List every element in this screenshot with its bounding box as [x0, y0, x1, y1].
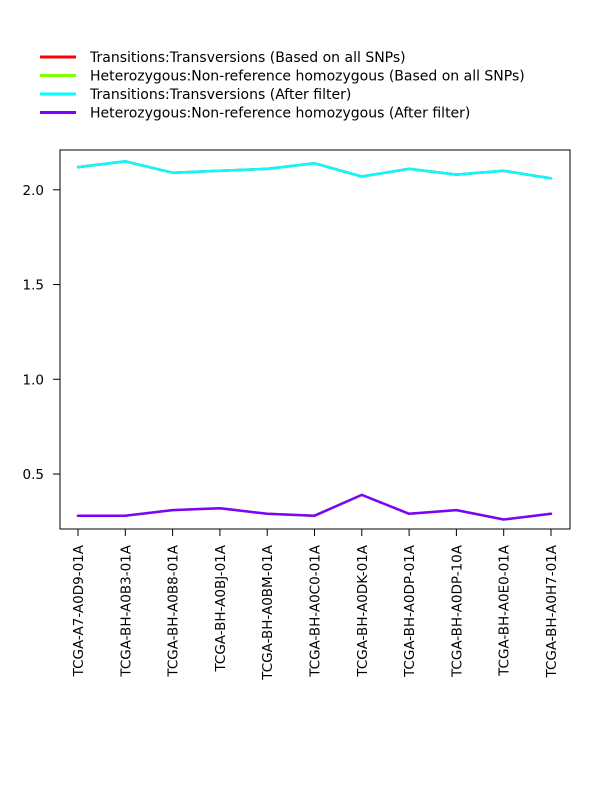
- x-tick-label-7: TCGA-BH-A0DK-01A: [355, 544, 371, 677]
- legend-label-2: Heterozygous:Non-reference homozygous (B…: [90, 69, 525, 85]
- series-line-3: [76, 160, 553, 180]
- x-tick-label-2: TCGA-BH-A0B3-01A: [118, 544, 134, 677]
- x-tick-label-6: TCGA-BH-A0C0-01A: [308, 544, 324, 678]
- legend: Transitions:Transversions (Based on all …: [40, 50, 525, 122]
- x-axis: TCGA-A7-A0D9-01A TCGA-BH-A0B3-01A TCGA-BH-…: [71, 529, 560, 681]
- x-tick-label-8: TCGA-BH-A0DP-01A: [402, 544, 418, 678]
- series-line-4: [76, 493, 553, 521]
- y-tick-label-2: 1.0: [23, 372, 44, 388]
- x-tick-label-10: TCGA-BH-A0E0-01A: [497, 544, 513, 677]
- legend-label-3: Transitions:Transversions (After filter): [89, 87, 351, 103]
- legend-label-1: Transitions:Transversions (Based on all …: [89, 50, 406, 66]
- x-tick-label-4: TCGA-BH-A0BJ-01A: [213, 544, 229, 672]
- y-tick-label-3: 1.5: [23, 278, 44, 294]
- x-tick-label-1: TCGA-A7-A0D9-01A: [71, 544, 87, 677]
- plot-frame: [59, 149, 571, 530]
- y-tick-label-4: 2.0: [23, 183, 44, 199]
- x-tick-label-5: TCGA-BH-A0BM-01A: [260, 544, 276, 680]
- x-tick-label-3: TCGA-BH-A0B8-01A: [166, 544, 182, 677]
- x-tick-label-11: TCGA-BH-A0H7-01A: [544, 544, 560, 678]
- y-axis: 0.5 1.0 1.5 2.0: [23, 183, 60, 483]
- legend-label-4: Heterozygous:Non-reference homozygous (A…: [90, 106, 470, 122]
- x-tick-label-9: TCGA-BH-A0DP-10A: [449, 544, 465, 678]
- series-layer: [76, 160, 553, 521]
- y-tick-label-1: 0.5: [23, 467, 44, 483]
